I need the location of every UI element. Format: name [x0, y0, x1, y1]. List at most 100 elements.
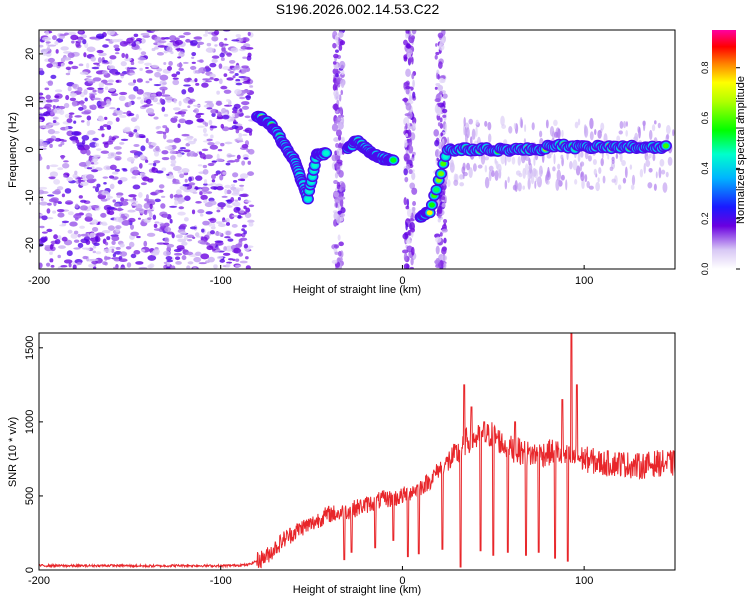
noise-cell: [130, 117, 138, 122]
halo-cell: [539, 130, 543, 138]
noise-cell: [111, 93, 119, 97]
noise-cell: [191, 52, 197, 57]
noise-cell: [65, 72, 71, 76]
noise-cell: [75, 41, 81, 48]
noise-cell: [234, 264, 242, 268]
noise-cell: [39, 213, 44, 217]
noise-cell: [70, 34, 79, 41]
stripe-cell: [435, 82, 441, 87]
x-tick-label: 0: [399, 275, 405, 287]
noise-cell: [135, 261, 144, 265]
noise-cell: [52, 35, 57, 41]
halo-cell: [511, 156, 516, 165]
noise-cell: [211, 58, 218, 64]
stripe-cell: [441, 202, 446, 208]
halo-cell: [597, 129, 602, 139]
stripe-cell: [405, 123, 408, 130]
halo-cell: [565, 179, 568, 191]
noise-cell: [109, 55, 117, 60]
snr-y-label: SNR (10 * v/v): [7, 417, 19, 487]
stripe-cell: [338, 31, 344, 38]
noise-cell: [178, 206, 185, 210]
noise-cell: [48, 176, 56, 179]
noise-cell: [203, 183, 208, 186]
noise-cell: [245, 256, 249, 260]
noise-cell: [166, 173, 170, 176]
stripe-cell: [443, 219, 448, 224]
noise-cell: [50, 74, 57, 79]
noise-cell: [118, 115, 127, 118]
noise-cell: [39, 70, 45, 76]
noise-cell: [162, 82, 167, 85]
stripe-cell: [340, 182, 346, 191]
halo-cell: [616, 135, 621, 142]
noise-cell: [84, 216, 92, 222]
noise-cell: [198, 262, 207, 265]
noise-cell: [248, 222, 254, 227]
noise-cell: [241, 65, 249, 69]
noise-cell: [108, 175, 115, 179]
colorbar-label: Normalized spectral amplitude: [735, 76, 747, 224]
noise-cell: [153, 83, 162, 87]
noise-cell: [46, 138, 55, 142]
noise-cell: [233, 247, 242, 254]
halo-cell: [527, 177, 531, 190]
noise-cell: [54, 188, 61, 195]
noise-cell: [115, 225, 122, 230]
halo-cell: [504, 179, 508, 190]
noise-cell: [45, 99, 53, 103]
noise-cell: [153, 151, 160, 157]
noise-cell: [138, 266, 148, 269]
noise-cell: [111, 240, 116, 246]
halo-cell: [645, 155, 650, 161]
noise-cell: [39, 139, 44, 143]
stripe-cell: [341, 69, 345, 76]
noise-cell: [61, 220, 70, 224]
noise-cell: [45, 262, 51, 267]
stripe-cell: [341, 136, 345, 144]
halo-cell: [500, 152, 505, 165]
stripe-cell: [409, 95, 413, 102]
noise-cell: [230, 184, 236, 187]
halo-cell: [508, 126, 513, 134]
noise-cell: [50, 197, 59, 202]
stripe-cell: [403, 56, 408, 62]
noise-cell: [196, 41, 205, 45]
noise-cell: [169, 150, 177, 155]
halo-cell: [645, 159, 651, 167]
stripe-cell: [405, 30, 410, 34]
stripe-cell: [336, 181, 341, 190]
stripe-cell: [332, 42, 337, 49]
noise-cell: [156, 130, 165, 134]
noise-cell: [174, 200, 178, 206]
halo-cell: [574, 179, 578, 185]
noise-cell: [181, 113, 185, 117]
stripe-cell: [443, 262, 447, 269]
halo-cell: [522, 185, 526, 190]
noise-cell: [219, 52, 225, 58]
noise-cell: [73, 213, 82, 219]
noise-cell: [179, 223, 187, 228]
noise-cell: [63, 160, 69, 163]
noise-cell: [140, 32, 150, 36]
halo-cell: [667, 156, 673, 166]
noise-cell: [46, 45, 51, 52]
noise-cell: [207, 200, 217, 206]
stripe-cell: [408, 57, 414, 63]
stripe-cell: [435, 148, 440, 158]
noise-cell: [112, 253, 116, 258]
noise-cell: [233, 103, 241, 109]
halo-cell: [472, 163, 477, 172]
noise-cell: [213, 186, 218, 190]
noise-cell: [68, 114, 73, 119]
noise-cell: [131, 42, 137, 47]
halo-cell: [552, 166, 556, 172]
noise-cell: [57, 245, 66, 249]
noise-cell: [90, 162, 95, 165]
noise-cell: [228, 258, 234, 261]
noise-cell: [124, 198, 129, 202]
halo-cell: [588, 185, 594, 190]
noise-cell: [173, 248, 182, 253]
noise-cell: [224, 188, 228, 195]
noise-cell: [149, 203, 153, 210]
